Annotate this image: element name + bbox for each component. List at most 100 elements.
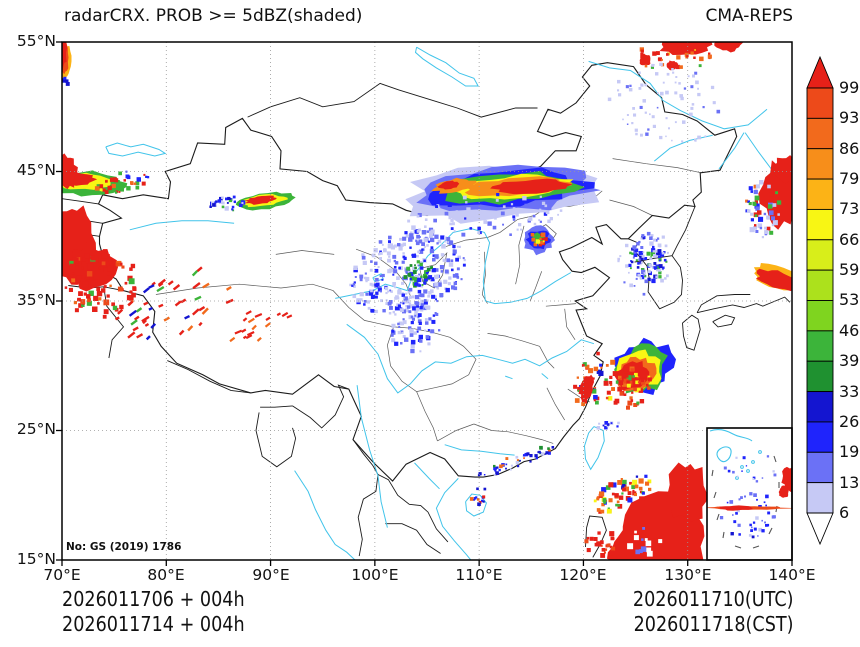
country-border xyxy=(292,384,349,429)
inset-dash-line-segment xyxy=(768,527,773,535)
y-tick-45n: 45°N xyxy=(16,161,56,179)
colorbar-segment xyxy=(806,330,834,362)
axes-frame xyxy=(56,41,793,566)
province-border xyxy=(609,199,653,216)
feature-nw-blue-dot xyxy=(62,76,70,86)
colorbar-label-53: 53 xyxy=(839,290,860,309)
x-tick-130e: 130°E xyxy=(664,566,712,584)
x-tick-90e: 90°E xyxy=(252,566,290,584)
inset-dash-line-segment xyxy=(773,455,777,463)
colorbar-segment xyxy=(806,117,834,150)
feature-zhejiang-red-patch xyxy=(578,374,594,402)
feature-southcoast-speckles xyxy=(477,445,555,477)
inset-dash-line-segment xyxy=(713,491,717,499)
colorbar-extend-min-arrow xyxy=(806,512,834,546)
country-border xyxy=(352,439,379,557)
river-line xyxy=(444,444,515,456)
y-tick-55n: 55°N xyxy=(16,32,56,50)
country-border xyxy=(260,405,293,408)
river-line xyxy=(583,426,605,471)
colorbar-segment xyxy=(806,87,834,119)
colorbar-label-86: 86 xyxy=(839,139,860,158)
inset-dash-line-segment xyxy=(752,545,760,549)
river-line xyxy=(541,373,549,380)
colorbar-segment xyxy=(806,239,834,271)
colorbar-label-26: 26 xyxy=(839,412,860,431)
colorbar-segment xyxy=(806,421,834,453)
country-border xyxy=(255,412,297,468)
feature-west-band-speckles xyxy=(94,177,146,194)
colorbar-label-19: 19 xyxy=(839,442,860,461)
feature-north-band-west-core xyxy=(431,177,477,194)
feature-nw-upper-dots xyxy=(118,170,150,182)
colorbar xyxy=(806,55,834,546)
river-line xyxy=(414,46,479,87)
river-line xyxy=(718,132,745,170)
y-tick-25n: 25°N xyxy=(16,420,56,438)
colorbar-label-93: 93 xyxy=(839,108,860,127)
colorbar-label-13: 13 xyxy=(839,473,860,492)
river-line xyxy=(588,60,768,130)
feature-central-green-cores xyxy=(403,260,436,288)
feature-korea-patch xyxy=(628,235,668,284)
init-time-cst: 2026011714 + 004h xyxy=(62,612,245,636)
country-border xyxy=(712,314,736,328)
province-border xyxy=(612,158,702,174)
river-line xyxy=(129,220,235,231)
province-border xyxy=(416,391,438,442)
feature-xinjiang-band xyxy=(235,191,296,211)
province-border xyxy=(545,303,577,307)
colorbar-segment xyxy=(806,269,834,301)
valid-time-cst: 2026011718(CST) xyxy=(633,612,793,636)
feature-central-south-tail xyxy=(390,294,441,354)
feature-northeast-top-blobs xyxy=(639,42,744,71)
country-border xyxy=(628,206,696,310)
feature-luzon-sw-speckles xyxy=(584,531,620,558)
country-border xyxy=(167,360,251,394)
colorbar-segment xyxy=(806,208,834,241)
country-border xyxy=(696,296,791,314)
feature-korea-fringe xyxy=(617,231,669,296)
country-border xyxy=(634,255,673,263)
inset-dash-line-segment xyxy=(722,531,725,539)
country-border xyxy=(682,314,701,351)
x-tick-80e: 80°E xyxy=(147,566,185,584)
inset-coast-squiggle xyxy=(709,429,753,442)
x-tick-70e: 70°E xyxy=(43,566,81,584)
province-border xyxy=(387,326,477,392)
feature-east-edge-north-speckles xyxy=(745,180,782,239)
init-time-caption: 2026011706 + 004h 2026011714 + 004h xyxy=(62,587,245,637)
province-border xyxy=(473,423,554,444)
river-line xyxy=(346,323,595,394)
y-tick-35n: 35°N xyxy=(16,291,56,309)
colorbar-segment xyxy=(806,300,834,332)
colorbar-segment xyxy=(806,360,834,393)
inset-island-dot xyxy=(751,460,755,464)
inset-island-dot xyxy=(758,450,762,454)
feature-hainan-dots xyxy=(469,487,487,506)
colorbar-label-66: 66 xyxy=(839,230,860,249)
x-tick-110e: 110°E xyxy=(455,566,503,584)
inset-island-dot xyxy=(740,465,744,469)
feature-inset-top-speckles xyxy=(723,455,777,483)
colorbar-label-73: 73 xyxy=(839,199,860,218)
inset-content xyxy=(707,429,792,549)
valid-time-caption: 2026011710(UTC) 2026011718(CST) xyxy=(632,587,793,637)
feature-inset-right-red-blob xyxy=(778,466,792,498)
country-border xyxy=(377,474,449,543)
river-line xyxy=(356,385,388,528)
colorbar-label-46: 46 xyxy=(839,321,860,340)
country-border xyxy=(247,82,538,118)
colorbar-segment xyxy=(806,178,834,210)
river-line xyxy=(653,134,713,162)
inset-dash-line-segment xyxy=(711,469,714,477)
province-border xyxy=(539,346,555,369)
river-line xyxy=(105,142,167,157)
feature-beijing-speckles xyxy=(530,232,548,247)
colorbar-label-79: 79 xyxy=(839,169,860,188)
country-border xyxy=(68,285,124,292)
feature-nw-corner-sliver xyxy=(62,42,72,79)
colorbar-segment xyxy=(806,148,834,180)
